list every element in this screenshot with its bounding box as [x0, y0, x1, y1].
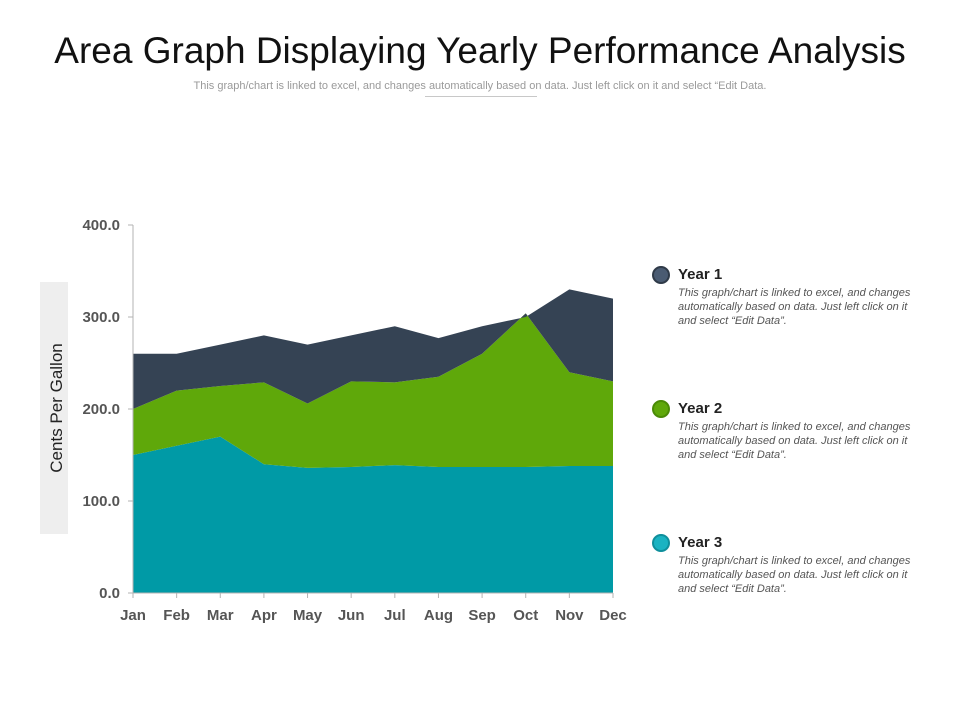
page-title: Area Graph Displaying Yearly Performance… — [54, 30, 906, 71]
x-tick-label: Mar — [207, 607, 234, 624]
legend-description: This graph/chart is linked to excel, and… — [678, 287, 911, 327]
y-tick-label: 100.0 — [82, 493, 120, 510]
x-tick-label: Sep — [468, 607, 496, 624]
y-tick-label: 400.0 — [82, 217, 120, 234]
ylabel-background — [40, 282, 68, 534]
area-year-1 — [133, 289, 613, 409]
x-tick-label: Nov — [555, 607, 584, 624]
x-tick-label: Jul — [384, 607, 406, 624]
x-tick-label: Jan — [120, 607, 146, 624]
legend-dot-icon — [652, 266, 670, 284]
area-year-2 — [133, 313, 613, 468]
legend-label: Year 1 — [678, 266, 723, 283]
legend-label: Year 3 — [678, 534, 723, 551]
x-tick-label: May — [293, 607, 323, 624]
area-year-3 — [133, 436, 613, 593]
x-tick-label: Jun — [338, 607, 365, 624]
y-tick-label: 0.0 — [99, 585, 120, 602]
x-tick-label: Dec — [599, 607, 627, 624]
x-tick-label: Aug — [424, 607, 453, 624]
legend-dot-icon — [652, 534, 670, 552]
subtitle-underline — [425, 96, 537, 97]
page-subtitle: This graph/chart is linked to excel, and… — [193, 80, 767, 92]
legend-label: Year 2 — [678, 400, 723, 417]
legend-description: This graph/chart is linked to excel, and… — [678, 555, 911, 595]
legend-description: This graph/chart is linked to excel, and… — [678, 421, 911, 461]
area-series-group — [133, 289, 613, 593]
x-tick-label: Feb — [163, 607, 190, 624]
x-tick-label: Oct — [513, 607, 538, 624]
y-tick-group: 0.0 100.0 200.0 300.0 400.0 — [82, 217, 133, 602]
x-tick-group: Jan Feb Mar Apr May Jun Jul Aug Sep Oct Nov Dec — [120, 593, 627, 624]
y-tick-label: 300.0 — [82, 309, 120, 326]
y-axis-label: Cents Per Gallon — [47, 343, 66, 472]
x-tick-label: Apr — [251, 607, 277, 624]
legend-dot-icon — [652, 400, 670, 418]
y-tick-label: 200.0 — [82, 401, 120, 418]
